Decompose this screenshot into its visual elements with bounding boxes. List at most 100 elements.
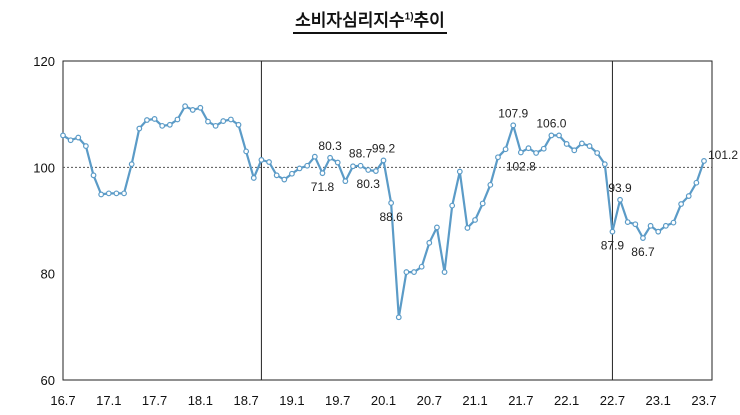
- y-tick-label: 60: [41, 373, 55, 388]
- data-point: [548, 132, 555, 139]
- data-label: 99.2: [372, 141, 396, 155]
- x-tick-label: 19.7: [325, 393, 350, 408]
- data-point: [342, 178, 349, 185]
- data-label: 88.7: [349, 147, 373, 161]
- data-label: 106.0: [536, 116, 566, 130]
- data-point: [113, 190, 120, 197]
- data-point: [273, 172, 280, 179]
- data-point: [388, 200, 395, 206]
- data-label: 101.2: [708, 148, 738, 162]
- data-point: [60, 132, 66, 139]
- data-label: 86.7: [631, 245, 655, 259]
- data-point: [220, 118, 227, 124]
- data-point: [678, 201, 685, 207]
- data-point: [655, 228, 662, 235]
- data-point: [441, 269, 448, 275]
- data-point: [174, 116, 181, 123]
- data-point: [395, 314, 402, 321]
- data-point: [350, 163, 356, 170]
- x-tick-label: 20.7: [417, 393, 442, 408]
- data-point: [640, 235, 646, 241]
- data-point: [227, 116, 234, 123]
- data-point: [662, 222, 669, 229]
- data-point: [75, 134, 82, 141]
- data-point: [311, 153, 318, 160]
- chart-title-wrap: 소비자심리지수1)추이: [0, 6, 740, 34]
- data-point: [105, 190, 112, 197]
- data-point: [487, 181, 494, 188]
- data-point: [235, 121, 242, 128]
- data-label: 80.3: [318, 139, 342, 153]
- data-point: [136, 125, 143, 132]
- y-tick-label: 80: [41, 267, 55, 282]
- x-tick-label: 20.1: [371, 393, 396, 408]
- data-point: [525, 145, 532, 152]
- data-point: [380, 157, 387, 164]
- data-point: [372, 168, 379, 174]
- data-label: 71.8: [311, 180, 335, 194]
- data-point: [456, 168, 463, 175]
- data-point: [609, 228, 616, 235]
- data-point: [418, 263, 425, 270]
- data-point: [601, 161, 608, 168]
- data-label: 87.9: [601, 239, 625, 253]
- x-tick-label: 19.1: [279, 393, 304, 408]
- data-point: [327, 154, 333, 161]
- y-tick-label: 120: [33, 54, 55, 69]
- data-point: [571, 147, 578, 154]
- data-point: [426, 239, 433, 246]
- data-point: [556, 132, 562, 139]
- data-point: [670, 219, 677, 226]
- data-point: [594, 150, 601, 156]
- data-point: [243, 148, 250, 155]
- data-point: [121, 190, 127, 197]
- data-point: [212, 122, 219, 129]
- data-point: [540, 145, 547, 152]
- data-point: [479, 200, 486, 207]
- title-main: 소비자심리지수: [295, 11, 405, 30]
- data-point: [434, 224, 440, 231]
- data-label: 107.9: [498, 106, 528, 120]
- data-point: [67, 137, 74, 144]
- data-point: [464, 225, 471, 231]
- data-point: [334, 159, 341, 166]
- data-point: [98, 191, 105, 198]
- data-label: 80.3: [357, 177, 381, 191]
- chart-title: 소비자심리지수1)추이: [293, 6, 447, 34]
- data-point: [82, 143, 89, 149]
- data-point: [166, 121, 173, 128]
- data-point: [411, 269, 417, 275]
- data-point: [495, 154, 501, 161]
- x-tick-label: 22.1: [554, 393, 579, 408]
- x-tick-label: 18.1: [188, 393, 213, 408]
- data-point: [357, 162, 364, 169]
- y-tick-label: 100: [33, 160, 55, 175]
- data-point: [693, 179, 700, 186]
- data-point: [128, 161, 135, 168]
- data-label: 93.9: [608, 181, 632, 195]
- data-label: 102.8: [506, 159, 536, 173]
- data-point: [296, 165, 303, 172]
- data-point: [579, 140, 585, 147]
- data-point: [205, 118, 211, 125]
- data-point: [90, 172, 97, 179]
- data-point: [563, 141, 570, 147]
- x-tick-label: 17.1: [96, 393, 121, 408]
- data-point: [144, 117, 150, 123]
- x-tick-label: 17.7: [142, 393, 167, 408]
- data-point: [159, 122, 166, 129]
- data-point: [510, 122, 517, 129]
- x-tick-label: 21.1: [462, 393, 487, 408]
- data-point: [281, 176, 288, 183]
- data-point: [182, 103, 188, 110]
- title-footnote: 1): [404, 11, 414, 23]
- x-tick-label: 23.7: [691, 393, 716, 408]
- data-point: [533, 150, 540, 156]
- data-point: [197, 104, 204, 111]
- title-tail: 추이: [413, 11, 445, 30]
- data-point: [258, 156, 265, 163]
- data-point: [647, 222, 654, 229]
- plot-frame: [62, 60, 713, 381]
- data-point: [266, 159, 272, 165]
